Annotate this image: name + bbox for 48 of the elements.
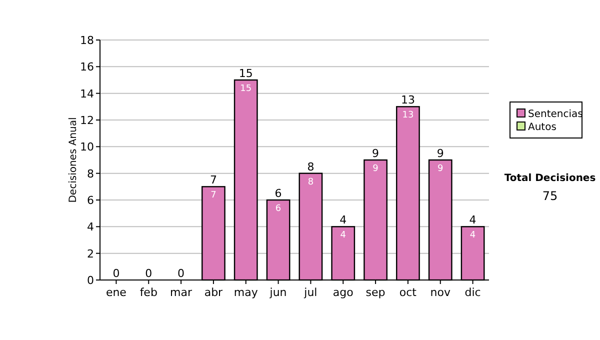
- x-tick-label: abr: [204, 286, 224, 299]
- x-tick-label: may: [234, 286, 258, 299]
- total-label: 4: [340, 214, 347, 227]
- y-tick-label: 2: [87, 247, 94, 260]
- total-label: 9: [436, 147, 444, 160]
- total-label: 9: [372, 147, 380, 160]
- x-tick-label: mar: [170, 286, 193, 299]
- total-label: 0: [145, 267, 152, 280]
- y-tick-label: 14: [80, 87, 94, 100]
- data-label: 4: [470, 230, 476, 241]
- legend-label: Sentencias: [528, 109, 583, 120]
- data-label: 8: [308, 177, 314, 188]
- y-tick-label: 12: [80, 114, 94, 127]
- x-tick-label: nov: [430, 286, 451, 299]
- data-label: 15: [240, 84, 252, 94]
- data-label: 4: [340, 230, 346, 241]
- total-label: 8: [307, 160, 314, 174]
- x-tick-label: jul: [303, 286, 318, 299]
- y-tick-label: 16: [80, 60, 94, 74]
- y-tick-label: 18: [80, 34, 94, 47]
- x-tick-label: dic: [464, 286, 481, 299]
- x-tick-label: oct: [399, 286, 418, 299]
- total-label: 0: [112, 267, 120, 280]
- total-label: 6: [274, 187, 282, 200]
- x-tick-label: jun: [268, 286, 287, 299]
- y-tick-label: 10: [80, 140, 94, 154]
- data-label: 7: [210, 190, 216, 201]
- total-label: 7: [210, 174, 217, 187]
- total-label: 13: [400, 94, 415, 107]
- x-tick-label: feb: [140, 286, 158, 299]
- x-tick-label: ene: [106, 286, 127, 299]
- y-tick-label: 4: [87, 220, 94, 234]
- text: 75: [542, 189, 558, 203]
- y-tick-label: 6: [87, 194, 94, 207]
- x-tick-label: sep: [366, 286, 386, 299]
- data-label: 9: [372, 164, 379, 174]
- y-tick-label: 0: [87, 274, 94, 287]
- y-axis-title: Decisiones Anual: [68, 117, 79, 203]
- legend-label: Autos: [528, 122, 556, 133]
- y-tick-label: 8: [87, 167, 94, 180]
- total-label: 0: [178, 267, 185, 280]
- text: Total Decisiones: [504, 173, 596, 184]
- total-label: 4: [469, 214, 476, 227]
- total-label: 15: [238, 67, 253, 80]
- x-tick-label: ago: [332, 286, 354, 299]
- data-label: 6: [275, 204, 282, 214]
- data-label: 9: [438, 164, 444, 174]
- data-label: 13: [402, 110, 414, 121]
